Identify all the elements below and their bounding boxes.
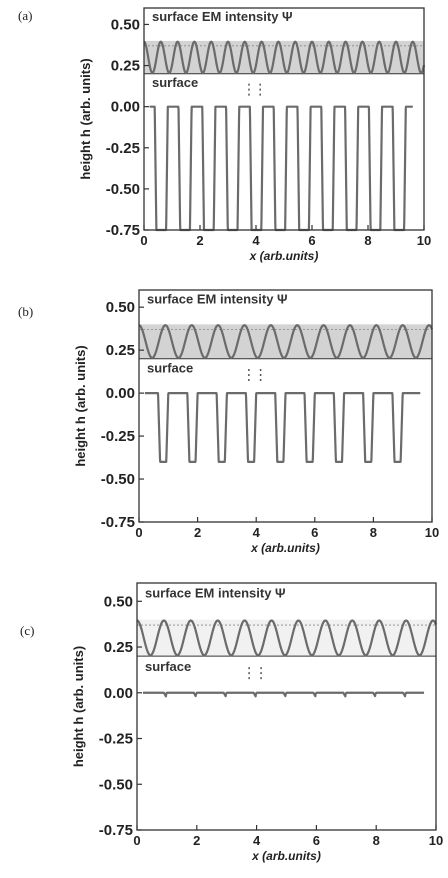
x-tick-label: 2 [196, 233, 203, 248]
x-tick-label: 10 [417, 233, 431, 248]
x-tick-label: 0 [135, 525, 142, 540]
plot-frame [136, 582, 437, 831]
x-axis-label: x (arb.units) [251, 849, 321, 863]
intensity-wave-line [138, 324, 434, 360]
x-tick-label: 0 [140, 233, 147, 248]
chart-panel-c: 0.50 0.25 0.00 -0.25 -0.50 -0.750 2 4 6 8 10 x (arb… [20, 582, 443, 863]
intensity-annotation: surface EM intensity Ψ [147, 292, 288, 307]
intensity-wave-line [136, 619, 438, 657]
x-tick-label: 8 [370, 525, 377, 540]
x-tick-label: 10 [429, 833, 443, 848]
intensity-wave-line [143, 40, 426, 75]
y-tick-label: 0.00 [111, 99, 140, 116]
intensity-annotation: surface EM intensity Ψ [152, 9, 293, 24]
x-tick-label: 8 [364, 233, 371, 248]
panel-label: (b) [18, 304, 33, 319]
y-axis-label: height h (arb. units) [78, 58, 93, 179]
plot-frame [138, 289, 433, 523]
x-axis-label: x (arb.units) [250, 541, 320, 555]
y-tick-label: 0.00 [104, 685, 133, 702]
y-tick-label: -0.75 [101, 514, 135, 531]
surface-annotation: surface [147, 360, 193, 375]
y-tick-label: -0.25 [99, 731, 133, 748]
surface-profile-line [148, 105, 414, 232]
x-tick-label: 4 [253, 525, 261, 540]
y-tick-label: 0.50 [104, 593, 133, 610]
surface-profile-line [142, 691, 425, 698]
surface-annotation: surface [152, 75, 198, 90]
y-tick-label: -0.50 [106, 181, 140, 198]
x-axis-label: x (arb.units) [249, 249, 319, 263]
y-tick-label: 0.50 [111, 16, 140, 33]
x-tick-label: 6 [313, 833, 320, 848]
x-tick-label: 10 [425, 525, 439, 540]
y-tick-label: -0.50 [99, 776, 133, 793]
surface-profile-line [143, 392, 422, 463]
x-tick-label: 8 [373, 833, 380, 848]
y-tick-label: 0.50 [106, 299, 135, 316]
y-tick-label: -0.75 [99, 822, 133, 839]
x-tick-label: 2 [193, 833, 200, 848]
y-axis-label: height h (arb. units) [73, 345, 88, 466]
chart-panel-a: 0.50 0.25 0.00 -0.25 -0.50 -0.750 2 4 6 8 10 x (arb… [18, 7, 431, 263]
surface-annotation: surface [145, 659, 191, 674]
x-tick-label: 2 [194, 525, 201, 540]
intensity-annotation: surface EM intensity Ψ [145, 586, 286, 601]
chart-panel-b: 0.50 0.25 0.00 -0.25 -0.50 -0.750 2 4 6 8 10 x (arb… [18, 289, 439, 555]
plot-frame [143, 7, 425, 231]
x-tick-label: 4 [253, 833, 261, 848]
y-tick-label: -0.50 [101, 471, 135, 488]
x-tick-label: 4 [252, 233, 260, 248]
x-tick-label: 0 [133, 833, 140, 848]
y-axis-label: height h (arb. units) [71, 646, 86, 767]
y-tick-label: 0.00 [106, 385, 135, 402]
x-tick-label: 6 [311, 525, 318, 540]
panel-label: (a) [18, 8, 32, 23]
y-tick-label: 0.25 [104, 639, 133, 656]
y-tick-label: -0.75 [106, 222, 140, 239]
x-tick-label: 6 [308, 233, 315, 248]
y-tick-label: 0.25 [106, 342, 135, 359]
panel-label: (c) [20, 623, 34, 638]
y-tick-label: 0.25 [111, 58, 140, 75]
y-tick-label: -0.25 [101, 428, 135, 445]
y-tick-label: -0.25 [106, 140, 140, 157]
